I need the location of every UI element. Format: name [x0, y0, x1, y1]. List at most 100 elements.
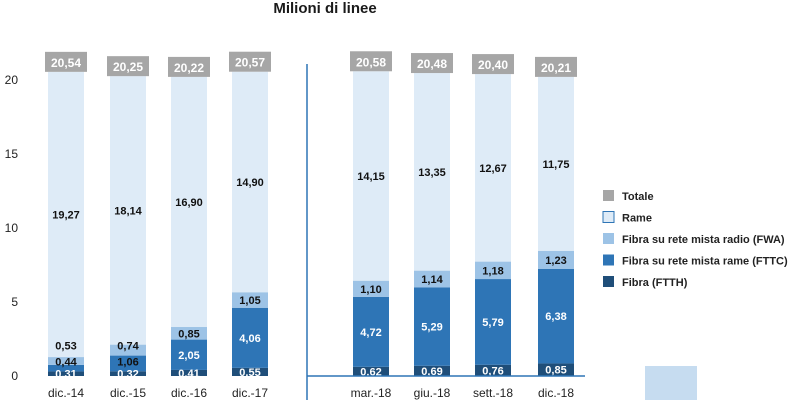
bar-segment — [353, 296, 389, 367]
legend-label: Totale — [622, 191, 654, 203]
category-label: dic.-16 — [171, 386, 207, 400]
bar-segment — [232, 292, 268, 308]
total-badge — [45, 51, 87, 72]
bar-value-label: 0,76 — [482, 365, 503, 377]
category-label: dic.-17 — [232, 386, 268, 400]
bar-segment — [171, 76, 207, 328]
category-label: mar.-18 — [351, 386, 392, 400]
bar-value-label: 2,05 — [178, 350, 199, 362]
bar-value-label: 4,72 — [360, 327, 381, 339]
bar-segment — [414, 287, 450, 366]
total-badge — [472, 54, 514, 75]
bar-value-label: 11,75 — [543, 159, 570, 171]
y-tick-label: 0 — [11, 369, 18, 383]
bar-value-label: 5,79 — [482, 317, 503, 329]
bar-segment — [48, 71, 84, 358]
bar-segment — [171, 369, 207, 376]
total-label: 20,48 — [417, 57, 447, 71]
legend-swatch — [603, 190, 614, 201]
bar-segment — [232, 71, 268, 293]
y-tick-label: 20 — [5, 73, 19, 87]
bar-segment — [475, 74, 511, 262]
bar-value-label: 12,67 — [479, 163, 507, 175]
bar-segment — [475, 364, 511, 376]
bar-value-label: 1,10 — [360, 284, 381, 296]
bar-value-label: 0,74 — [117, 341, 139, 353]
bar-segment — [48, 357, 84, 365]
bar-value-label: 0,69 — [421, 366, 442, 378]
legend-label: Fibra su rete mista rame (FTTC) — [622, 256, 788, 268]
bar-value-label: 14,90 — [236, 177, 264, 189]
bar-value-label: 0,53 — [55, 341, 76, 353]
legend-swatch — [603, 233, 614, 244]
category-label: giu.-18 — [414, 386, 451, 400]
category-label: sett.-18 — [473, 386, 513, 400]
total-label: 20,25 — [113, 60, 143, 74]
bar-value-label: 5,29 — [421, 322, 442, 334]
decor — [306, 64, 697, 400]
bar-segment — [171, 327, 207, 340]
bar-value-label: 19,27 — [52, 209, 80, 221]
bar-segment — [110, 76, 146, 345]
bar-value-label: 1,14 — [421, 274, 443, 286]
bar-value-label: 14,15 — [357, 171, 385, 183]
legend-swatch — [603, 254, 614, 266]
y-tick-label: 10 — [5, 221, 19, 235]
legend-label: Fibra su rete mista radio (FWA) — [622, 234, 785, 246]
bar-segment — [353, 71, 389, 281]
bar-value-label: 0,85 — [178, 328, 199, 340]
total-badge — [107, 56, 149, 77]
bar-segment — [110, 344, 146, 356]
bar-value-label: 4,06 — [239, 333, 260, 345]
bar-value-label: 16,90 — [175, 197, 203, 209]
bar-segment — [538, 268, 574, 364]
y-axis: 0 5 10 15 20 — [5, 73, 19, 383]
bar-segment — [232, 307, 268, 368]
bar-value-label: 0,44 — [55, 357, 77, 369]
bar-segment — [475, 279, 511, 365]
bar-value-label: 6,38 — [545, 311, 566, 323]
legend: Totale Rame Fibra su rete mista radio (FWA… — [602, 190, 788, 289]
total-badge — [535, 56, 577, 77]
bar-segment — [48, 371, 84, 376]
bar-segment — [414, 270, 450, 288]
bar-segment — [232, 367, 268, 376]
total-badge — [350, 51, 392, 72]
total-badge — [229, 51, 271, 72]
bar-segment — [48, 364, 84, 372]
total-label: 20,58 — [356, 55, 386, 69]
chart-title: Milioni di linee — [273, 0, 376, 17]
category-label: dic.-18 — [538, 386, 574, 400]
legend-label: Rame — [622, 213, 652, 225]
legend-swatch — [602, 211, 615, 223]
bar-segment — [353, 366, 389, 376]
bars-group: 20,540,310,440,5319,27dic.-1420,250,321,… — [45, 51, 577, 400]
bar-segment — [538, 76, 574, 251]
total-label: 20,22 — [174, 61, 204, 75]
y-tick-label: 15 — [5, 147, 19, 161]
bar-segment — [414, 73, 450, 271]
total-label: 20,21 — [541, 61, 571, 75]
bar-segment — [171, 339, 207, 370]
total-badge — [168, 56, 210, 77]
bar-value-label: 0,85 — [545, 365, 566, 377]
bar-segment — [414, 365, 450, 376]
bar-value-label: 0,41 — [178, 368, 199, 380]
total-badge — [411, 53, 453, 74]
bar-value-label: 1,06 — [117, 357, 138, 369]
decorative-block — [645, 366, 697, 400]
bar-segment — [110, 371, 146, 376]
bar-value-label: 0,31 — [55, 369, 76, 381]
y-tick-label: 5 — [11, 295, 18, 309]
bar-value-label: 0,32 — [117, 369, 138, 381]
bar-value-label: 1,05 — [239, 295, 260, 307]
bar-segment — [538, 250, 574, 269]
total-label: 20,40 — [478, 58, 508, 72]
total-label: 20,57 — [235, 56, 265, 70]
legend-swatch — [603, 276, 614, 287]
bar-value-label: 1,23 — [545, 255, 566, 267]
bar-segment — [475, 261, 511, 280]
bar-value-label: 13,35 — [418, 167, 446, 179]
bar-segment — [353, 280, 389, 297]
